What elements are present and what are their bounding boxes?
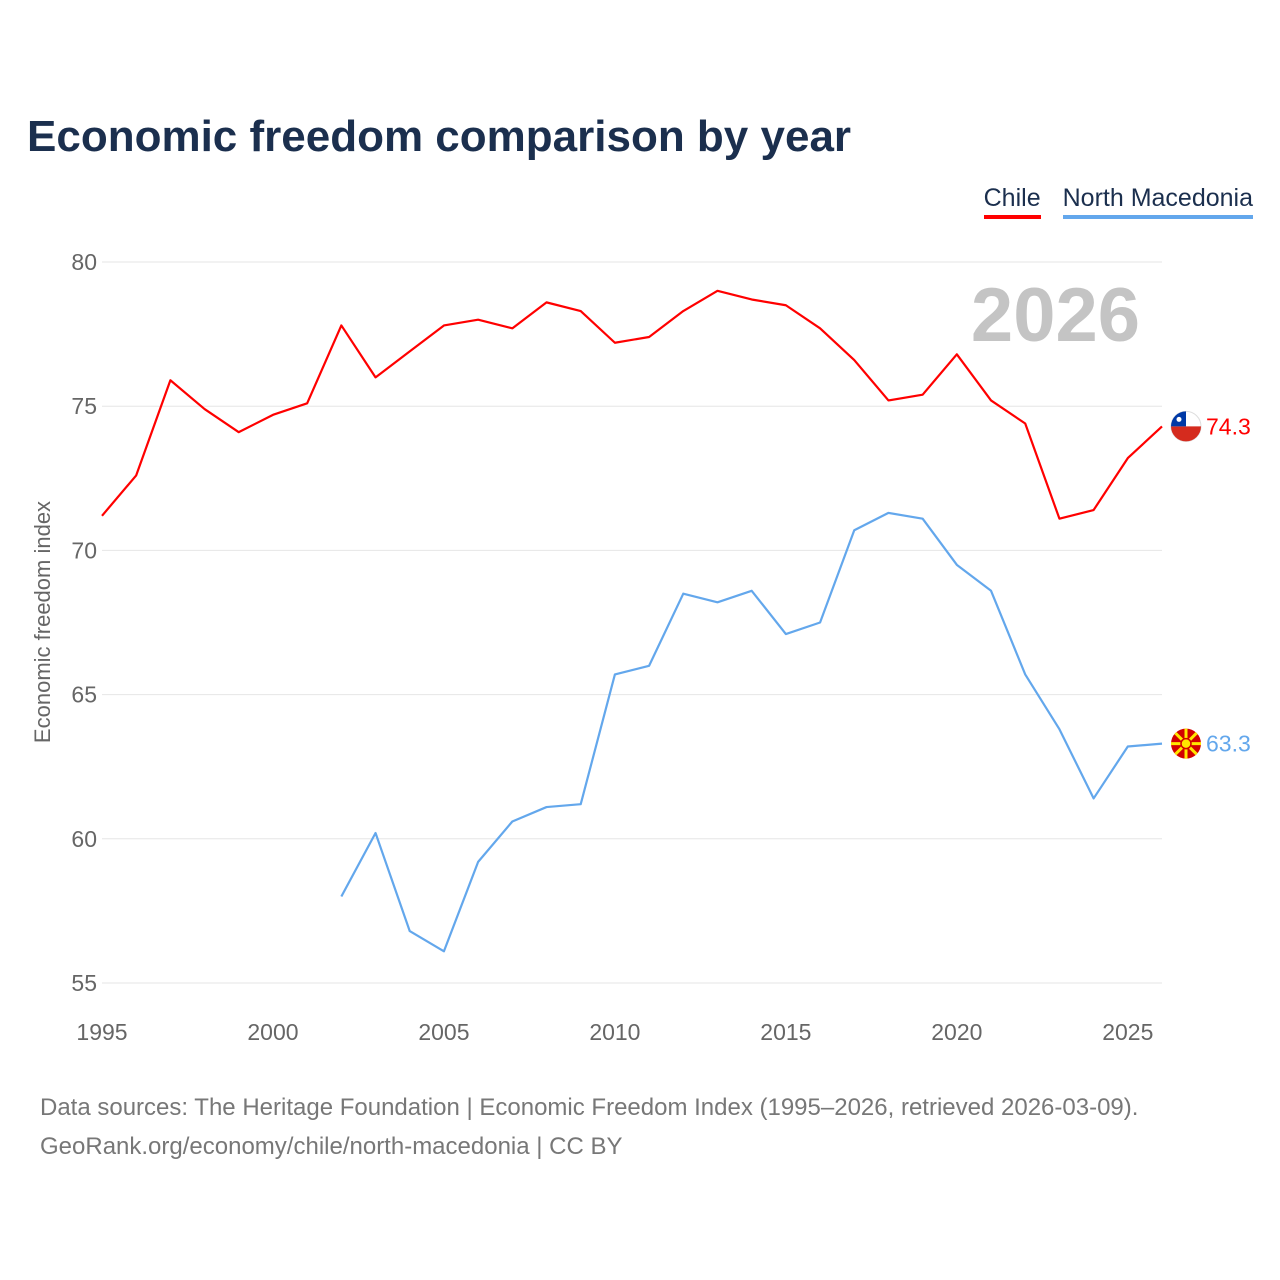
chile-flag-red: [1171, 426, 1201, 442]
legend-item-chile[interactable]: Chile: [983, 184, 1041, 219]
x-tick-label: 2025: [1102, 1019, 1153, 1045]
year-label: 2026: [971, 273, 1140, 358]
x-tick-label: 1995: [76, 1019, 127, 1045]
end-value-label: 63.3: [1206, 731, 1251, 757]
source-note: Data sources: The Heritage Foundation | …: [40, 1088, 1138, 1166]
y-tick-label: 55: [71, 970, 97, 996]
series-line-north-macedonia: [340, 511, 1163, 953]
y-tick-label: 60: [71, 826, 97, 852]
y-tick-label: 65: [71, 682, 97, 708]
x-tick-label: 2020: [931, 1019, 982, 1045]
x-tick-label: 2015: [760, 1019, 811, 1045]
legend-item-north-macedonia[interactable]: North Macedonia: [1062, 184, 1253, 219]
y-axis-label: Economic freedom index: [30, 501, 55, 743]
chart-title: Economic freedom comparison by year: [27, 112, 852, 161]
x-tick-label: 2010: [589, 1019, 640, 1045]
end-value-label: 74.3: [1206, 413, 1251, 439]
source-url: GeoRank.org/economy/chile/north-macedoni…: [40, 1133, 623, 1160]
y-tick-label: 70: [71, 537, 97, 563]
y-tick-label: 75: [71, 393, 97, 419]
x-tick-label: 2005: [418, 1019, 469, 1045]
flag-sun: [1180, 737, 1192, 750]
chile-flag-star: [1176, 416, 1182, 422]
y-tick-label: 80: [71, 249, 97, 275]
series-line-chile: [101, 289, 1163, 520]
legend: Chile North Macedonia: [983, 184, 1253, 219]
source-line: Data sources: The Heritage Foundation | …: [40, 1094, 1139, 1121]
x-tick-label: 2000: [247, 1019, 298, 1045]
